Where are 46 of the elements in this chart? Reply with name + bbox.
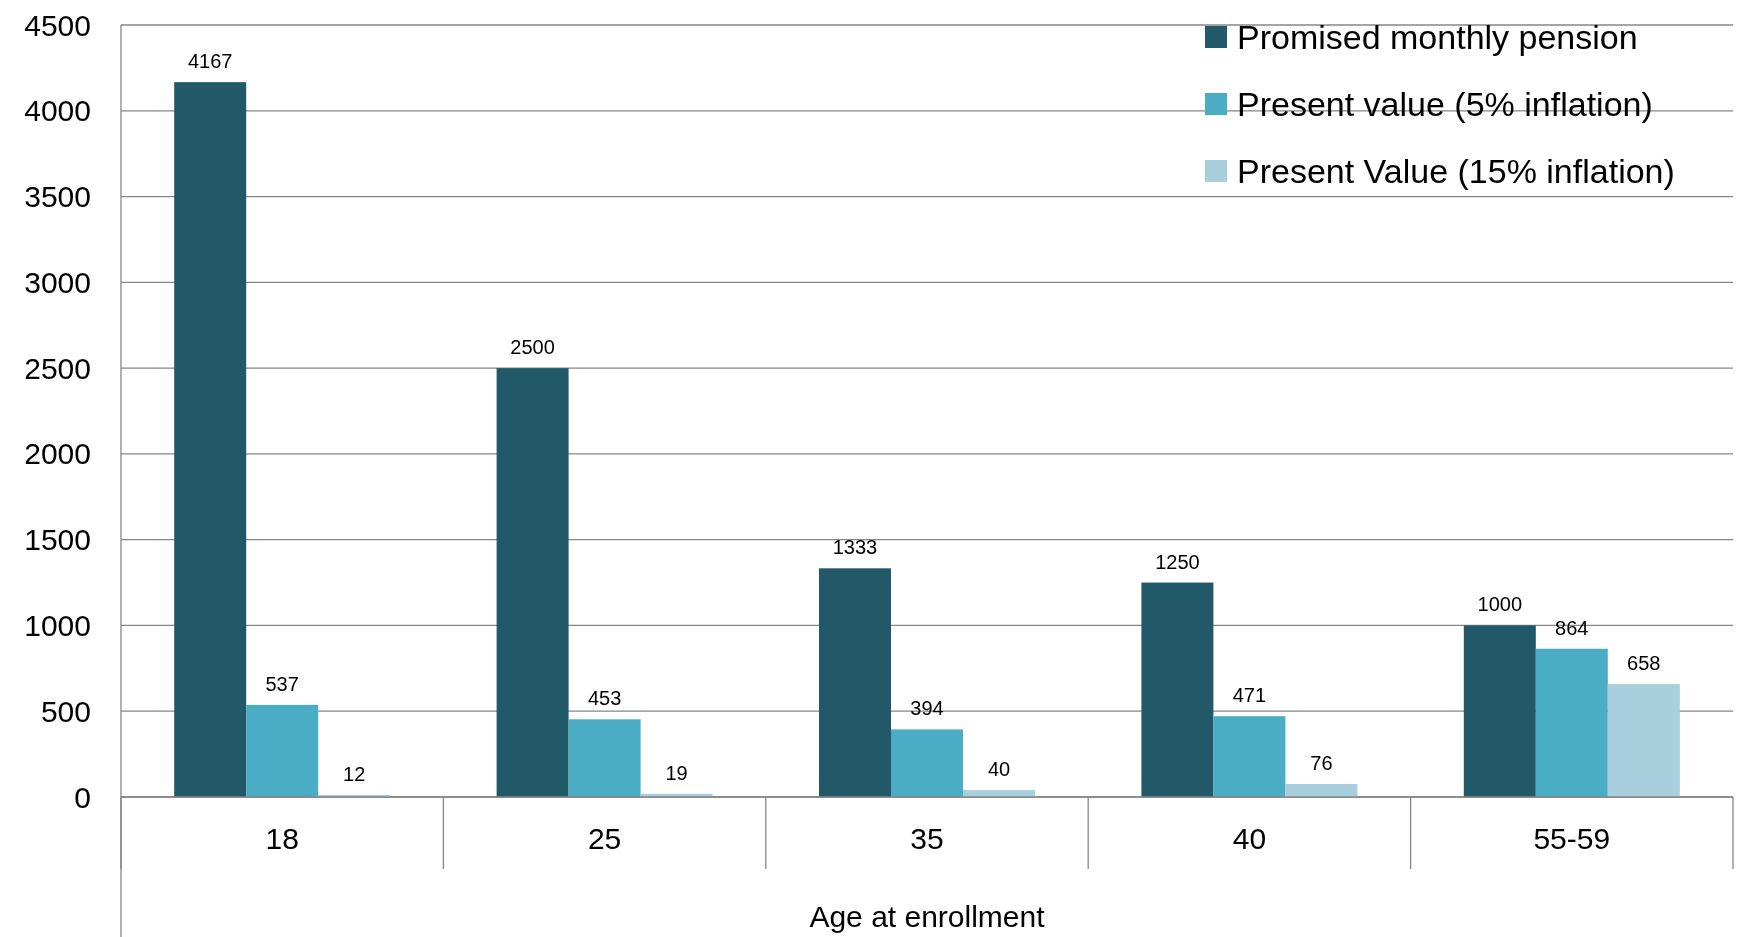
x-tick-label: 55-59 bbox=[1533, 822, 1611, 855]
data-label: 453 bbox=[587, 687, 622, 710]
legend-label: Present Value (15% inflation) bbox=[1237, 151, 1675, 190]
y-tick-label: 3000 bbox=[24, 265, 91, 299]
x-tick-label: 18 bbox=[265, 822, 299, 855]
bar bbox=[174, 82, 247, 797]
y-tick-label: 2500 bbox=[24, 351, 91, 385]
bar bbox=[891, 729, 963, 797]
data-label: 2500 bbox=[510, 336, 555, 359]
y-tick-label: 4500 bbox=[24, 8, 91, 42]
data-label: 76 bbox=[1310, 751, 1333, 774]
data-label: 537 bbox=[265, 672, 299, 695]
y-tick-label: 3500 bbox=[24, 180, 91, 214]
data-label: 1333 bbox=[832, 536, 878, 559]
y-tick-label: 500 bbox=[40, 694, 91, 728]
x-tick-label: 40 bbox=[1232, 822, 1267, 855]
data-label: 1250 bbox=[1155, 550, 1200, 573]
bar bbox=[1141, 582, 1214, 797]
data-label: 394 bbox=[910, 697, 944, 720]
y-tick-label: 1500 bbox=[24, 523, 91, 557]
x-tick-label: 25 bbox=[587, 822, 622, 855]
data-label: 864 bbox=[1555, 616, 1589, 639]
x-axis-title: Age at enrollment bbox=[809, 900, 1046, 933]
legend-label: Promised monthly pension bbox=[1237, 17, 1638, 56]
bar bbox=[1463, 625, 1536, 797]
bar bbox=[246, 704, 319, 797]
data-label: 471 bbox=[1232, 684, 1267, 707]
bar bbox=[1213, 716, 1286, 797]
data-label: 19 bbox=[665, 761, 688, 784]
y-tick-label: 4000 bbox=[24, 94, 91, 128]
y-tick-label: 0 bbox=[74, 780, 91, 814]
bar bbox=[1607, 684, 1680, 797]
y-tick-label: 2000 bbox=[24, 437, 91, 471]
bar bbox=[1285, 783, 1358, 797]
data-label: 40 bbox=[987, 758, 1011, 781]
bar bbox=[819, 568, 891, 797]
bar bbox=[568, 719, 641, 797]
data-label: 658 bbox=[1627, 652, 1661, 675]
y-tick-label: 1000 bbox=[24, 608, 91, 642]
bar bbox=[1535, 648, 1608, 797]
data-label: 1000 bbox=[1477, 593, 1523, 616]
x-tick-label: 35 bbox=[910, 822, 944, 855]
data-label: 12 bbox=[343, 762, 366, 785]
bar bbox=[496, 368, 569, 797]
data-label: 4167 bbox=[187, 50, 233, 73]
legend-label: Present value (5% inflation) bbox=[1237, 84, 1653, 123]
